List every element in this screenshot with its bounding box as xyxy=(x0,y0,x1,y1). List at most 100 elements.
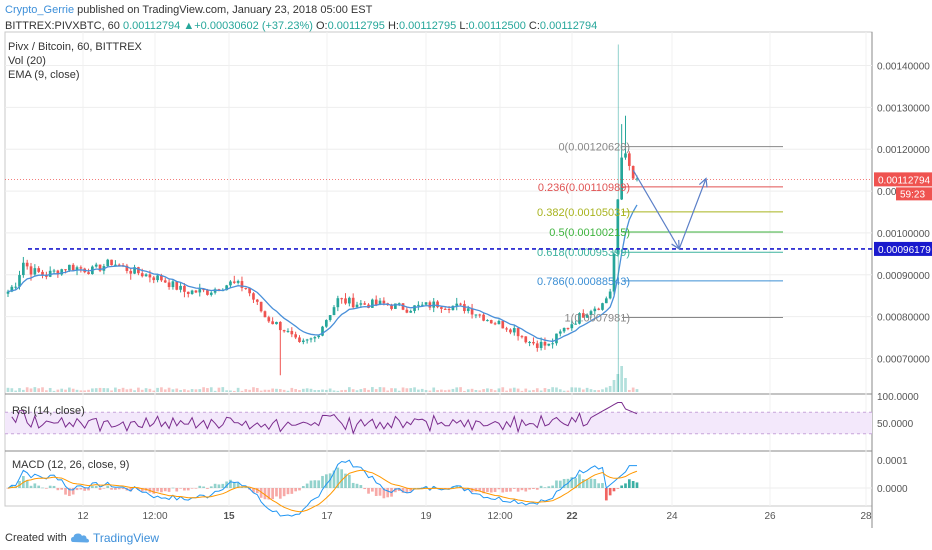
candle xyxy=(344,293,347,305)
macd-histogram-bar xyxy=(171,487,175,489)
volume-bar xyxy=(386,390,390,392)
volume-bar xyxy=(129,388,133,392)
candle xyxy=(267,315,271,323)
volume-bar xyxy=(443,390,447,392)
volume-bar xyxy=(478,390,482,392)
candle xyxy=(6,289,10,297)
macd-histogram-bar xyxy=(585,479,589,488)
volume-bar xyxy=(217,387,221,392)
macd-histogram-bar xyxy=(309,480,313,488)
candle xyxy=(190,289,194,295)
volume-bar xyxy=(355,390,359,392)
candle xyxy=(574,320,577,325)
macd-histogram-bar xyxy=(175,488,179,492)
macd-histogram-bar xyxy=(160,488,163,493)
volume-bar xyxy=(60,388,64,392)
volume-bar xyxy=(363,388,367,392)
rsi-line xyxy=(11,402,638,435)
projection-arrows xyxy=(632,169,708,251)
chart-canvas[interactable]: 0(0.00120620) 0.236(0.00110989) 0.382(0.00… xyxy=(0,30,932,528)
ema-line xyxy=(7,204,638,343)
volume-bar xyxy=(539,390,543,392)
macd-histogram-bar xyxy=(635,482,639,488)
volume-bar xyxy=(451,388,455,392)
candle xyxy=(21,256,25,278)
candle xyxy=(144,273,148,277)
candle xyxy=(79,265,83,273)
macd-histogram-bar xyxy=(33,483,37,488)
volume-bar xyxy=(324,389,328,392)
candle xyxy=(236,279,240,285)
macd-histogram-bar xyxy=(532,488,535,489)
macd-histogram-bar xyxy=(455,485,459,488)
author-link[interactable]: Crypto_Gerrie xyxy=(5,4,75,16)
volume-bar xyxy=(221,387,225,392)
macd-histogram-bar xyxy=(505,488,508,492)
legend-ema: EMA (9, close) xyxy=(8,69,80,81)
volume-bar xyxy=(317,390,321,392)
macd-histogram-bar xyxy=(332,470,336,488)
volume-bar xyxy=(459,387,462,392)
macd-tick-label: 0.0001 xyxy=(877,456,908,467)
time-tick-label: 28 xyxy=(860,511,872,522)
macd-histogram-bar xyxy=(355,483,359,488)
volume-bar xyxy=(202,387,205,392)
candle xyxy=(244,287,248,290)
volume-bar xyxy=(48,387,52,392)
volume-bar xyxy=(390,388,393,392)
volume-bar xyxy=(267,389,271,392)
volume-bar xyxy=(275,388,278,392)
candle xyxy=(620,124,624,201)
volume-bar xyxy=(21,389,25,392)
legend-volume: Vol (20) xyxy=(8,55,46,67)
macd-histogram-bar xyxy=(102,488,106,489)
symbol-label: BITTREX:PIVXBTC, 60 xyxy=(5,20,120,32)
volume-bar xyxy=(117,388,121,392)
candle xyxy=(328,314,332,322)
volume-bar xyxy=(183,389,186,392)
macd-histogram-bar xyxy=(286,488,290,495)
legend-title: Pivx / Bitcoin, 60, BITTREX xyxy=(8,41,143,53)
macd-histogram-bar xyxy=(486,488,489,492)
volume-bar xyxy=(179,389,182,392)
volume-bar xyxy=(328,388,332,392)
macd-histogram-bar xyxy=(367,488,370,494)
candle xyxy=(436,300,439,309)
price-pane: 0(0.00120620) 0.236(0.00110989) 0.382(0.00… xyxy=(5,44,872,392)
volume-bar xyxy=(29,388,33,392)
time-tick-label: 12:00 xyxy=(487,511,512,522)
candle xyxy=(48,266,52,278)
macd-histogram-bar xyxy=(45,488,48,489)
volume-bar xyxy=(87,389,90,392)
candle xyxy=(593,306,597,315)
volume-bar xyxy=(382,387,386,392)
candle xyxy=(489,319,493,324)
price-tick-label: 0.00070000 xyxy=(877,355,930,366)
volume-bar xyxy=(259,390,263,392)
macd-histogram-bar xyxy=(129,488,133,492)
candle xyxy=(106,258,110,267)
volume-bar xyxy=(45,390,48,392)
macd-histogram-bar xyxy=(163,488,167,492)
volume-bar xyxy=(512,387,516,392)
volume-bar xyxy=(148,388,152,392)
candle xyxy=(286,328,290,333)
candle xyxy=(486,319,489,322)
candle xyxy=(627,151,631,171)
tradingview-brand-link[interactable]: TradingView xyxy=(93,531,160,545)
candle xyxy=(520,335,524,339)
volume-bar xyxy=(305,388,309,392)
candle xyxy=(167,279,171,290)
volume-bar xyxy=(520,390,524,392)
macd-histogram-bar xyxy=(52,485,56,488)
volume-bar xyxy=(137,387,140,392)
macd-histogram-bar xyxy=(275,488,278,497)
candle xyxy=(41,269,44,279)
low-label: L: xyxy=(459,20,469,32)
last-price-tag xyxy=(874,172,932,187)
macd-histogram-bar xyxy=(94,485,98,488)
macd-histogram-bar xyxy=(382,488,386,499)
volume-bar xyxy=(424,390,428,392)
candle xyxy=(114,260,117,266)
volume-bar xyxy=(14,390,18,392)
